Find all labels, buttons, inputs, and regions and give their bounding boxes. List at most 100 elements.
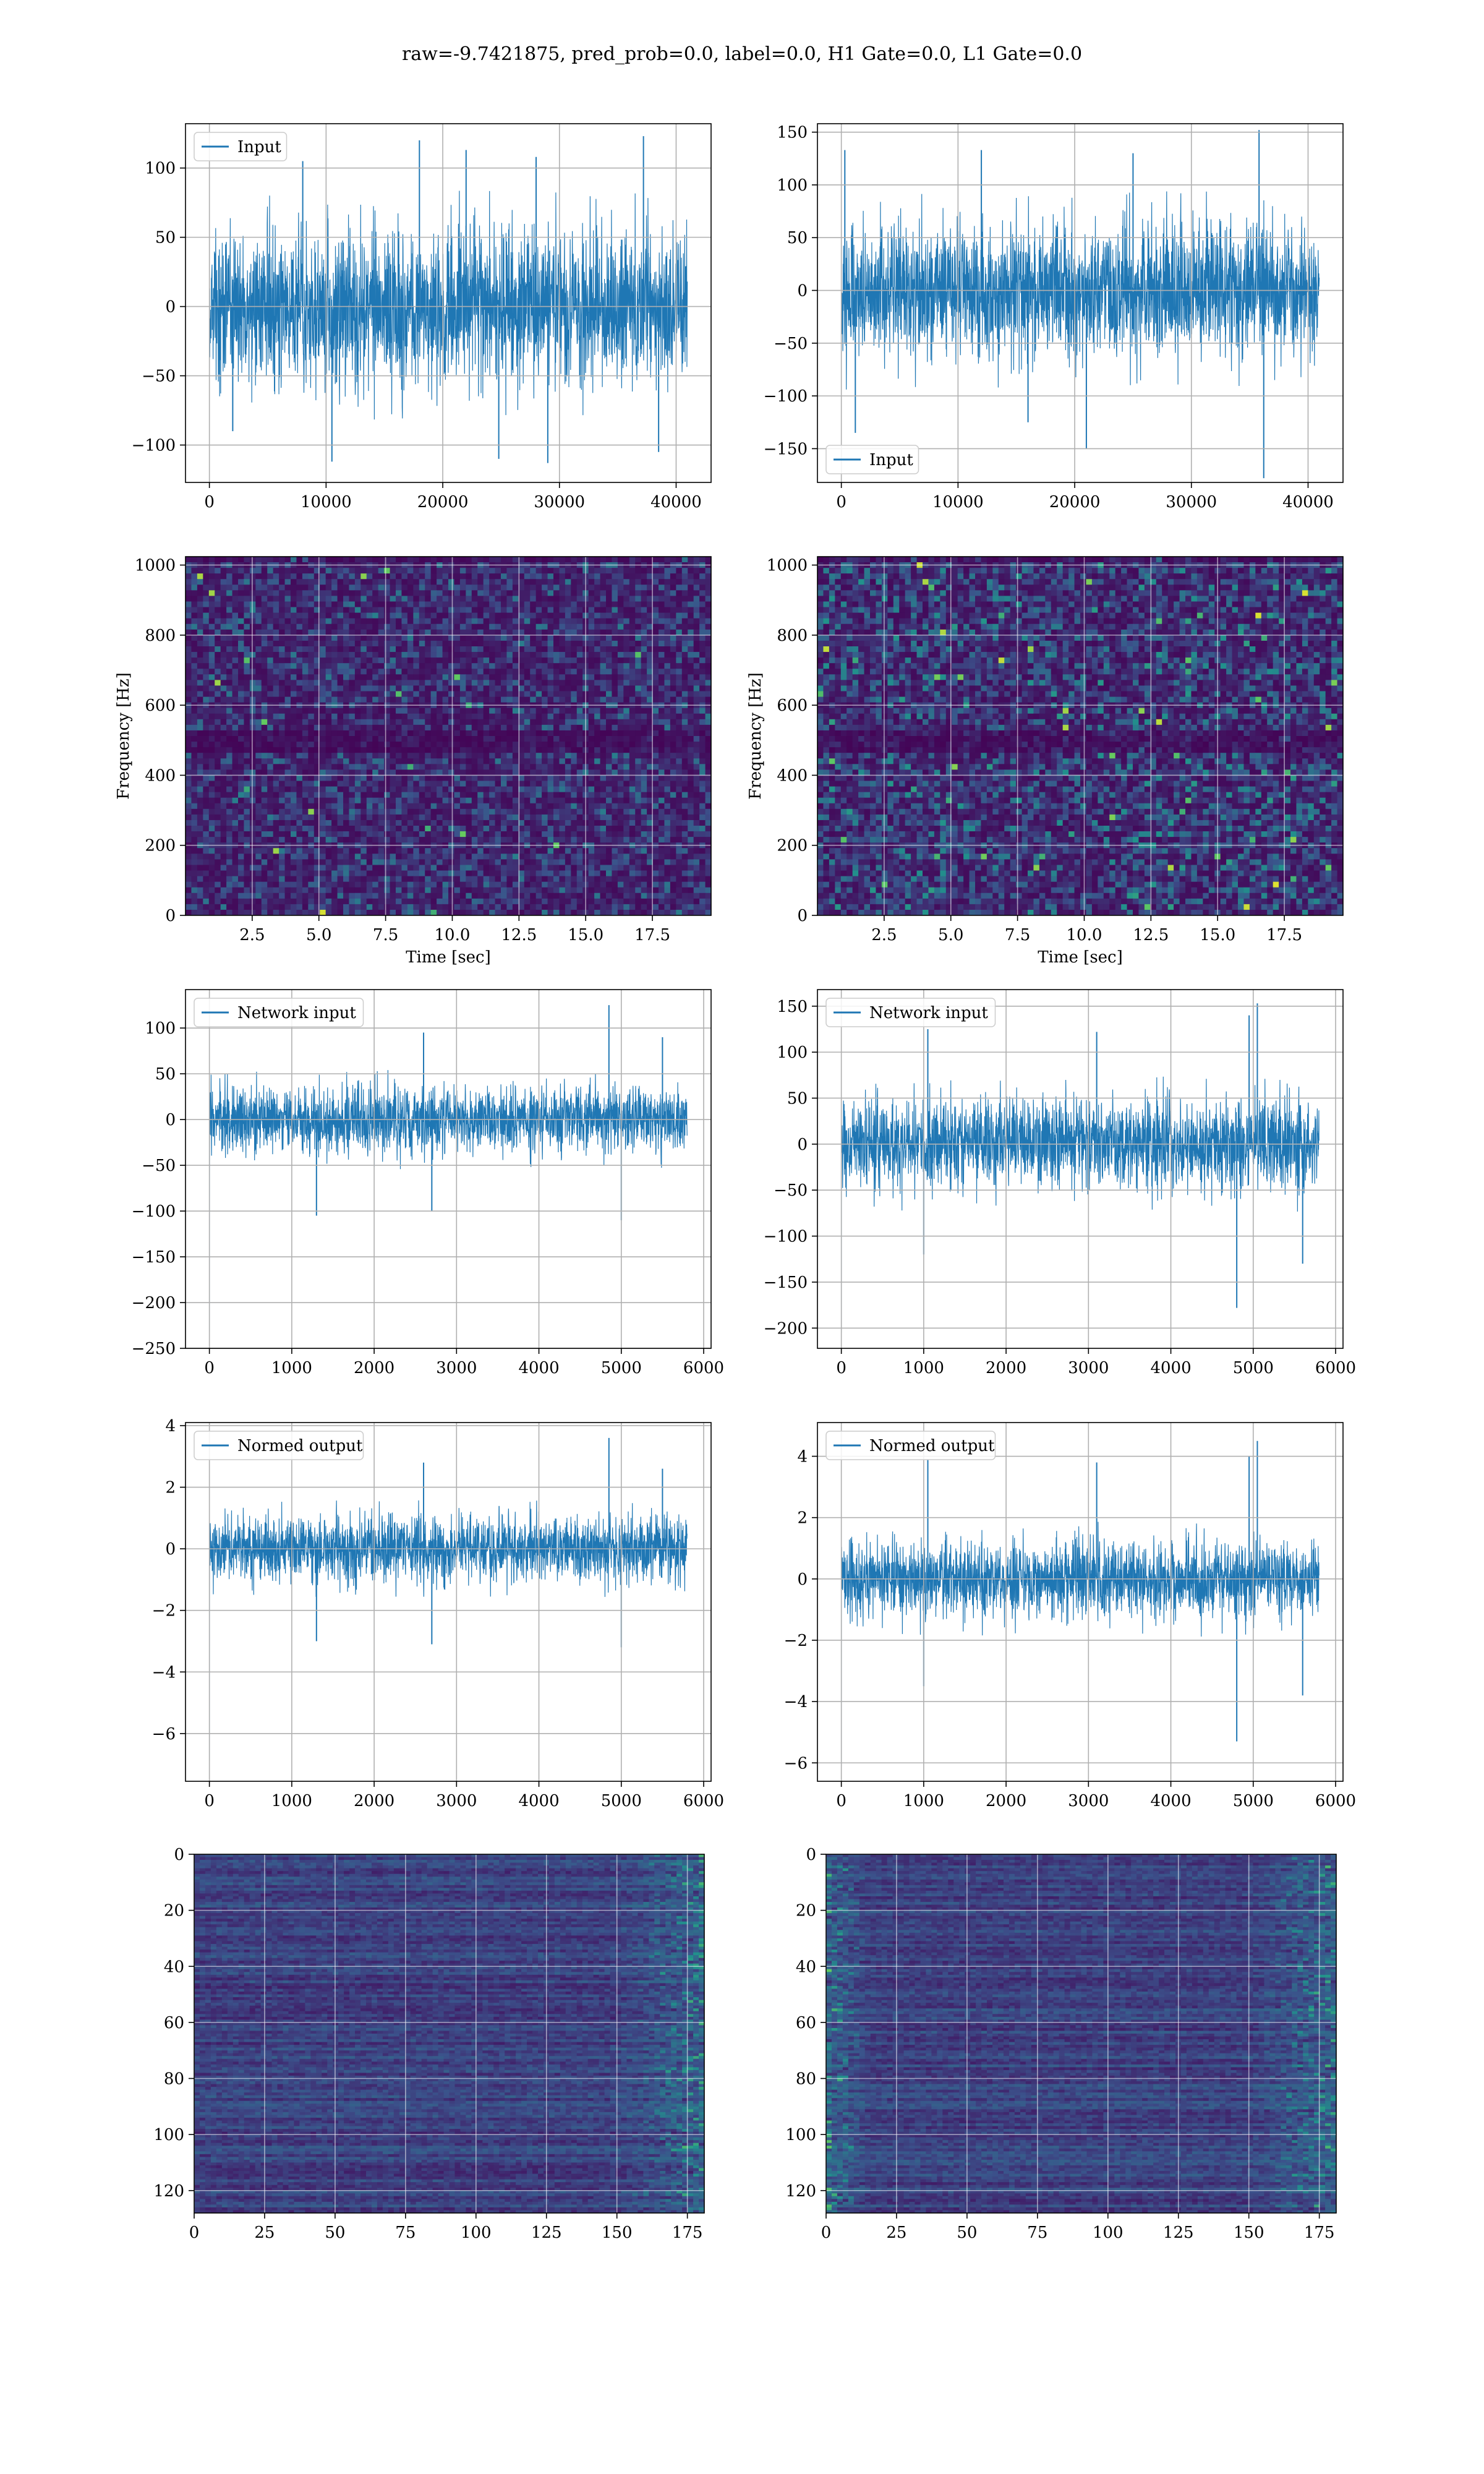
spec-left-cell (197, 674, 203, 680)
spec-left-cell (261, 612, 268, 619)
spec-left-cell (693, 691, 700, 698)
spec-left-cell (501, 663, 508, 669)
spec-left-cell (302, 568, 309, 574)
spec-left-cell (559, 803, 566, 810)
spec-left-cell (506, 696, 513, 703)
spec-left-cell (337, 753, 344, 759)
spec-left-cell (308, 837, 315, 843)
spec-left-cell (542, 557, 548, 563)
spec-left-cell (313, 742, 320, 748)
spec-left-cell (606, 808, 613, 815)
spec-left-cell (208, 758, 215, 764)
spec-left-cell (325, 859, 332, 866)
spec-left-cell (454, 623, 461, 630)
spec-left-cell (483, 657, 490, 664)
spec-left-cell (378, 820, 385, 826)
spec-left-cell (664, 854, 671, 860)
spec-left-cell (232, 831, 239, 837)
spec-left-cell (372, 674, 379, 680)
spec-left-cell (600, 724, 607, 731)
spec-left-cell (302, 680, 309, 687)
spec-left-cell (518, 713, 525, 720)
spec-left-cell (325, 719, 332, 726)
spec-left-cell (232, 747, 239, 753)
spec-left-cell (232, 753, 239, 759)
spec-left-cell (197, 781, 203, 787)
spec-left-cell (693, 607, 700, 614)
spec-left-cell (442, 685, 449, 692)
spec-left-cell (617, 618, 624, 625)
spec-left-cell (226, 758, 233, 764)
spec-left-cell (244, 808, 250, 815)
spec-left-cell (313, 848, 320, 854)
spec-left-cell (349, 652, 356, 658)
spec-left-cell (244, 781, 250, 787)
spec-left-cell (261, 640, 268, 647)
spec-left-cell (676, 775, 683, 782)
spec-left-cell (197, 579, 203, 585)
spec-left-cell (530, 669, 537, 675)
spec-left-cell (635, 663, 642, 669)
spec-left-cell (547, 573, 554, 580)
spec-left-cell (530, 596, 537, 602)
spec-left-cell (612, 573, 618, 580)
spec-left-cell (565, 792, 571, 798)
spec-left-cell (378, 596, 385, 602)
spec-left-cell (565, 663, 571, 669)
spec-left-cell (652, 837, 659, 843)
spec-left-cell (524, 629, 531, 636)
spec-left-cell (191, 724, 198, 731)
spec-left-cell (600, 612, 607, 619)
spec-left-cell (588, 713, 595, 720)
spec-left-cell (542, 736, 548, 742)
spec-left-cell (623, 669, 630, 675)
spec-left-cell (459, 753, 466, 759)
spec-left-cell (232, 781, 239, 787)
spec-left-cell (413, 612, 420, 619)
spec-left-cell (489, 618, 496, 625)
spec-left-cell (535, 596, 542, 602)
spec-left-cell (693, 724, 700, 731)
spec-left-cell (325, 584, 332, 591)
spec-left-cell (495, 568, 501, 574)
spec-left-cell (437, 753, 443, 759)
spec-left-cell (384, 635, 391, 641)
spec-left-cell (489, 646, 496, 653)
spec-left-cell (349, 848, 356, 854)
spec-left-cell (501, 708, 508, 714)
spec-left-cell (261, 848, 268, 854)
spec-left-cell (238, 820, 245, 826)
spec-left-cell (688, 747, 694, 753)
spec-left-cell (226, 792, 233, 798)
spec-left-cell (255, 680, 262, 687)
spec-left-cell (215, 803, 221, 810)
spec-left-cell (320, 663, 326, 669)
spec-left-cell (617, 786, 624, 793)
spec-left-cell (331, 826, 338, 832)
spec-left-cell (641, 808, 647, 815)
spec-left-cell (349, 820, 356, 826)
spec-left-cell (378, 831, 385, 837)
spec-left-cell (518, 769, 525, 776)
spec-left-cell (495, 742, 501, 748)
spec-left-cell (606, 781, 613, 787)
spec-left-cell (203, 601, 210, 608)
spec-left-cell (437, 674, 443, 680)
spec-left-cell (547, 691, 554, 698)
spec-left-cell (208, 646, 215, 653)
spec-left-cell (606, 753, 613, 759)
spec-left-cell (483, 573, 490, 580)
spec-left-cell (542, 612, 548, 619)
spec-left-cell (284, 814, 291, 821)
spec-left-cell (501, 775, 508, 782)
spec-left-cell (681, 786, 688, 793)
spec-left-cell (244, 601, 250, 608)
spec-left-cell (284, 623, 291, 630)
spec-left-cell (366, 730, 373, 737)
spec-left-cell (623, 601, 630, 608)
spec-left-cell (296, 736, 303, 742)
spec-left-cell (664, 736, 671, 742)
spec-left-cell (635, 618, 642, 625)
spec-left-cell (384, 652, 391, 658)
spec-left-cell (477, 792, 484, 798)
